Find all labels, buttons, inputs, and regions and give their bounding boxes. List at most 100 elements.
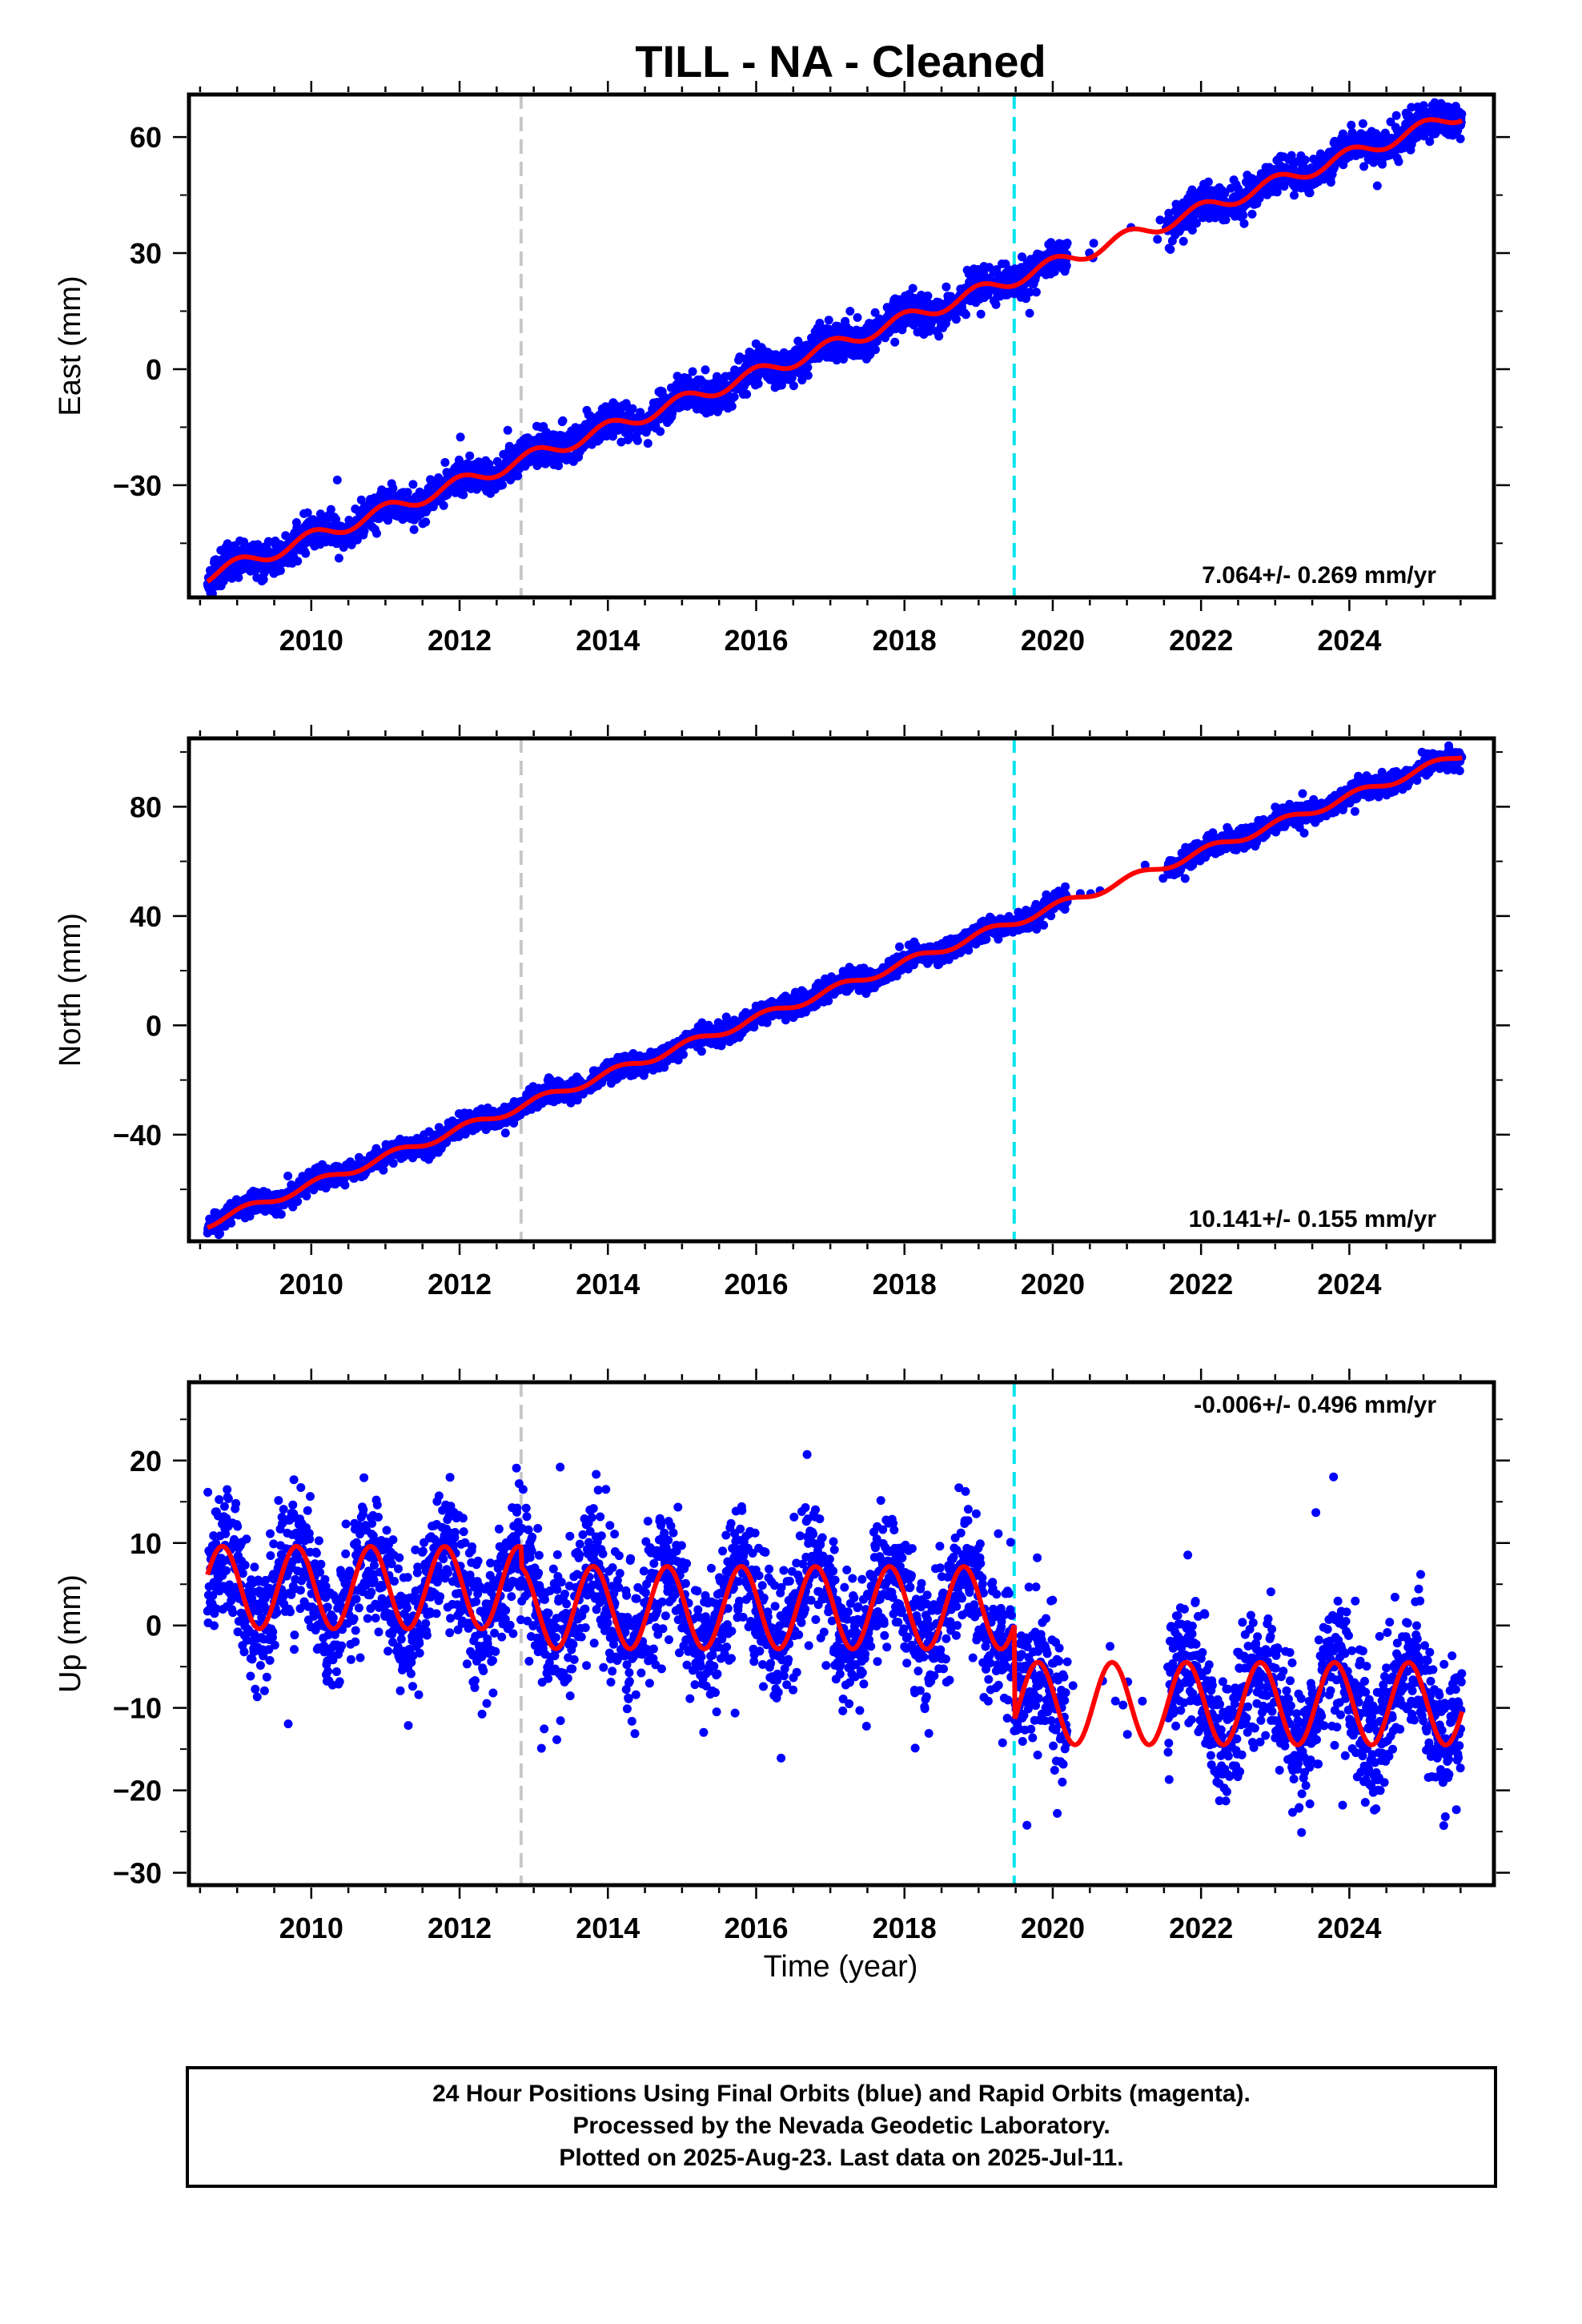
data-point [1025, 308, 1034, 318]
data-point [727, 401, 737, 411]
data-point [572, 1096, 582, 1105]
y-tick-label: 0 [146, 353, 162, 386]
x-tick-label: 2010 [279, 624, 343, 657]
data-point [440, 458, 450, 467]
data-point [845, 325, 854, 335]
y-tick-label: 30 [130, 237, 162, 270]
data-point [1419, 101, 1428, 111]
data-point [227, 1218, 236, 1228]
data-point [492, 456, 502, 466]
data-point [701, 365, 710, 375]
data-point [1347, 120, 1356, 130]
data-point [1372, 181, 1382, 191]
data-point [870, 308, 880, 317]
data-point [1220, 189, 1230, 198]
data-point [421, 517, 431, 527]
data-point [1305, 188, 1315, 198]
data-point [1018, 252, 1026, 262]
data-point [976, 309, 986, 319]
data-point [234, 573, 243, 582]
data-point [1191, 219, 1201, 228]
x-tick-label: 2012 [428, 624, 492, 657]
data-point [1155, 215, 1165, 225]
x-tick-label: 2018 [873, 624, 937, 657]
data-point [845, 307, 855, 316]
data-point [923, 292, 933, 300]
data-point [239, 537, 249, 547]
data-point [853, 313, 862, 322]
data-point [628, 404, 637, 413]
x-tick-label: 2014 [576, 624, 640, 657]
data-point [331, 515, 341, 524]
x-tick-label: 2020 [1021, 624, 1085, 657]
data-point [1412, 132, 1422, 142]
data-point [459, 490, 468, 500]
data-point [215, 1229, 225, 1238]
data-point [259, 575, 268, 585]
data-point [925, 327, 934, 336]
data-point [503, 425, 512, 435]
data-point [372, 529, 381, 538]
data-point [340, 1180, 350, 1190]
data-point [934, 332, 944, 341]
data-point [409, 525, 419, 534]
data-point [753, 379, 763, 388]
data-point [688, 367, 697, 376]
data-point [1022, 294, 1030, 304]
data-point [1221, 215, 1231, 224]
data-point [1456, 134, 1465, 143]
data-point [656, 427, 665, 436]
data-point [1062, 261, 1071, 271]
data-point [293, 557, 303, 566]
data-point [408, 480, 418, 489]
data-point [871, 345, 880, 355]
data-point [334, 553, 343, 563]
data-point [839, 355, 848, 364]
rate-annotation: 7.064+/- 0.269 mm/yr [1202, 562, 1436, 589]
data-point [1358, 119, 1367, 128]
y-axis-label: East (mm) [54, 275, 87, 416]
data-point [643, 439, 652, 448]
data-point [729, 392, 739, 401]
data-point [498, 480, 508, 490]
data-point [704, 1020, 713, 1030]
data-point [1338, 129, 1347, 139]
data-point [465, 451, 475, 460]
data-point [1178, 236, 1188, 246]
data-point [1378, 159, 1387, 169]
data-point [991, 300, 1001, 309]
data-point [962, 310, 970, 320]
data-point [1255, 194, 1264, 203]
data-point [890, 337, 900, 347]
data-point [484, 460, 494, 468]
data-point [558, 416, 568, 425]
data-point [379, 1165, 388, 1175]
y-tick-label: 60 [130, 121, 162, 154]
model-fit-line [206, 117, 1464, 584]
x-tick-label: 2022 [1169, 624, 1233, 657]
data-point [697, 1047, 706, 1056]
data-point [803, 371, 813, 380]
data-point [1290, 191, 1299, 200]
data-point [332, 475, 342, 485]
data-point [1203, 177, 1213, 187]
data-point [388, 484, 398, 493]
data-point [1394, 157, 1403, 167]
data-point [293, 1196, 303, 1206]
data-point [632, 436, 642, 445]
data-point [439, 501, 448, 510]
data-point [1026, 287, 1034, 297]
east-panel: 2010 2012 2014 2016 2018 2020 2022 2024−3003060… [54, 81, 1510, 657]
y-tick-label: −30 [113, 469, 162, 502]
data-point [540, 459, 550, 468]
data-point [908, 283, 917, 293]
data-point [207, 589, 217, 597]
data-point [456, 432, 465, 442]
x-tick-label: 2016 [724, 624, 788, 657]
data-point [1031, 287, 1041, 297]
data-point [346, 1157, 355, 1167]
data-point [797, 376, 807, 385]
data-point [275, 566, 285, 575]
data-point [1239, 219, 1249, 228]
data-point [359, 526, 369, 536]
